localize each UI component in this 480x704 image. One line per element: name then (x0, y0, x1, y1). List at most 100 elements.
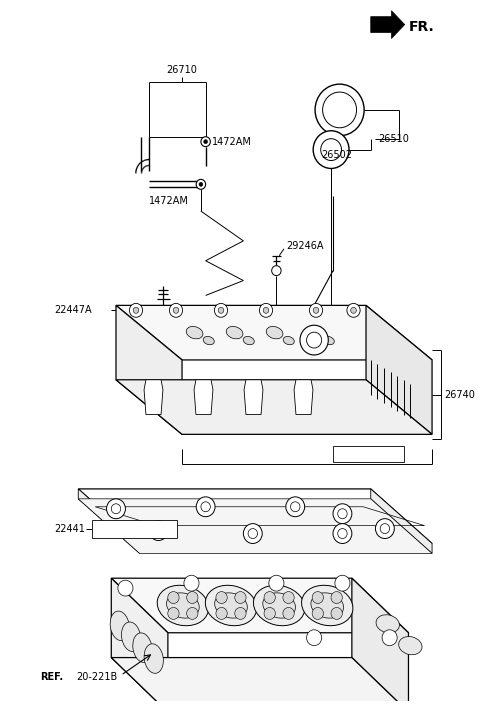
Circle shape (335, 575, 350, 591)
Circle shape (307, 630, 322, 646)
Ellipse shape (301, 585, 353, 626)
Ellipse shape (243, 337, 254, 345)
Text: FR.: FR. (408, 20, 434, 34)
Bar (333, 446, 404, 462)
Circle shape (154, 526, 163, 536)
Ellipse shape (323, 337, 334, 345)
Circle shape (218, 308, 224, 313)
Ellipse shape (226, 327, 243, 339)
Ellipse shape (110, 611, 130, 641)
Circle shape (333, 504, 352, 524)
Polygon shape (144, 379, 163, 415)
Circle shape (204, 139, 207, 144)
Polygon shape (244, 379, 263, 415)
Circle shape (283, 591, 294, 603)
Circle shape (149, 521, 168, 541)
Circle shape (263, 308, 269, 313)
Circle shape (235, 591, 246, 603)
Ellipse shape (144, 643, 163, 673)
Polygon shape (78, 499, 432, 553)
Circle shape (315, 84, 364, 136)
Circle shape (286, 497, 305, 517)
Circle shape (313, 131, 349, 168)
Text: 1472AM: 1472AM (149, 196, 189, 206)
Circle shape (118, 580, 133, 596)
Circle shape (323, 92, 357, 128)
Circle shape (338, 529, 347, 539)
Polygon shape (352, 578, 408, 704)
Ellipse shape (266, 327, 283, 339)
Circle shape (375, 519, 395, 539)
Polygon shape (366, 306, 432, 434)
Ellipse shape (215, 593, 247, 618)
Text: 22441: 22441 (55, 524, 85, 534)
Text: 22410A: 22410A (338, 449, 375, 459)
Circle shape (333, 524, 352, 543)
Circle shape (259, 303, 273, 318)
Circle shape (130, 303, 143, 318)
Circle shape (264, 608, 276, 620)
Text: 22447A: 22447A (55, 306, 92, 315)
Ellipse shape (283, 337, 294, 345)
Ellipse shape (167, 593, 199, 618)
Circle shape (199, 182, 203, 187)
Polygon shape (111, 578, 168, 704)
Polygon shape (116, 306, 432, 360)
Circle shape (184, 575, 199, 591)
Circle shape (111, 504, 120, 514)
Ellipse shape (186, 327, 203, 339)
Circle shape (107, 499, 125, 519)
Circle shape (235, 608, 246, 620)
Circle shape (264, 591, 276, 603)
Circle shape (382, 630, 397, 646)
Circle shape (272, 265, 281, 275)
Text: 26740: 26740 (444, 389, 475, 400)
Polygon shape (371, 489, 432, 553)
Circle shape (243, 524, 262, 543)
Circle shape (300, 325, 328, 355)
Circle shape (307, 332, 322, 348)
Ellipse shape (311, 593, 344, 618)
Circle shape (215, 303, 228, 318)
Circle shape (201, 502, 210, 512)
Circle shape (312, 591, 324, 603)
Circle shape (283, 608, 294, 620)
Polygon shape (194, 379, 213, 415)
Text: 26502: 26502 (322, 149, 353, 160)
Ellipse shape (205, 585, 257, 626)
Circle shape (168, 608, 179, 620)
Polygon shape (116, 306, 182, 434)
Circle shape (248, 529, 257, 539)
Ellipse shape (306, 327, 323, 339)
Ellipse shape (253, 585, 305, 626)
Circle shape (313, 308, 319, 313)
Polygon shape (78, 489, 140, 553)
Circle shape (168, 591, 179, 603)
Circle shape (169, 303, 182, 318)
Circle shape (312, 608, 324, 620)
Circle shape (380, 524, 390, 534)
Circle shape (338, 509, 347, 519)
Circle shape (196, 180, 205, 189)
Polygon shape (111, 658, 408, 704)
Ellipse shape (121, 622, 141, 651)
Polygon shape (371, 11, 405, 39)
Circle shape (290, 502, 300, 512)
Polygon shape (78, 489, 432, 543)
Circle shape (216, 591, 227, 603)
Circle shape (196, 497, 215, 517)
Bar (93, 520, 177, 538)
Text: 1472AM: 1472AM (212, 137, 252, 146)
Polygon shape (111, 578, 408, 633)
Circle shape (187, 608, 198, 620)
Ellipse shape (376, 615, 399, 633)
Circle shape (133, 308, 139, 313)
Ellipse shape (263, 593, 296, 618)
Circle shape (321, 139, 341, 161)
Polygon shape (116, 379, 432, 434)
Text: 26710: 26710 (167, 65, 197, 75)
Ellipse shape (133, 633, 152, 662)
Circle shape (331, 608, 342, 620)
Ellipse shape (399, 636, 422, 655)
Ellipse shape (203, 337, 214, 345)
